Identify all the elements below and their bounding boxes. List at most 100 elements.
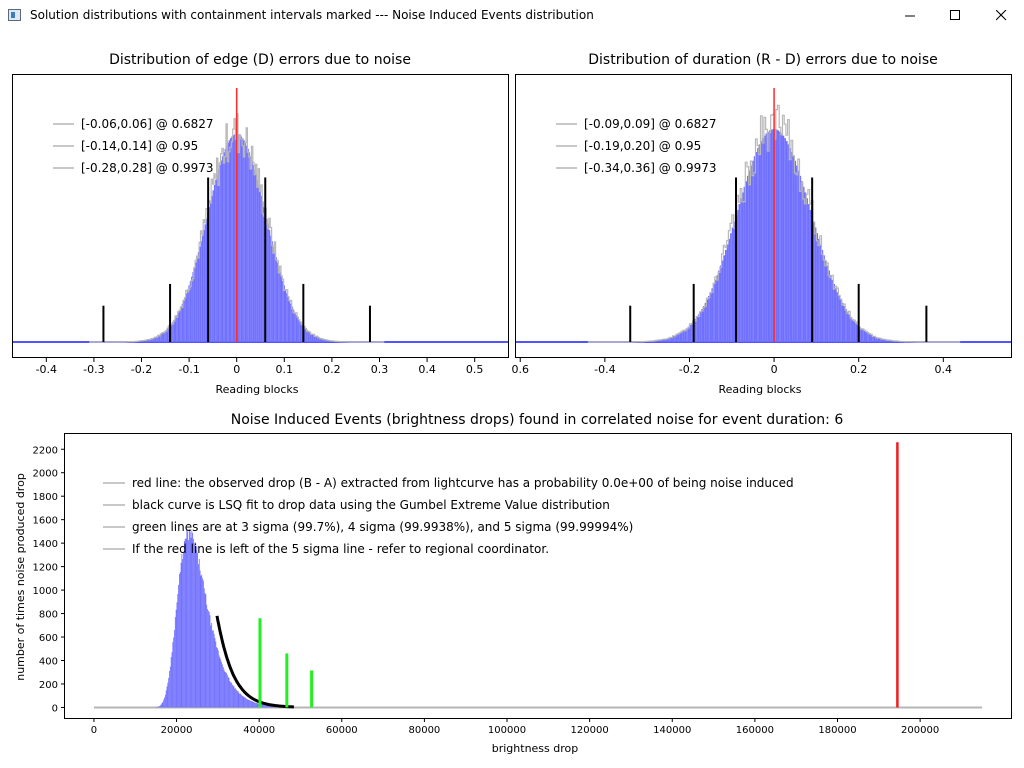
events-hist-bar <box>187 531 189 708</box>
duration-x-axis-label: Reading blocks <box>718 383 801 396</box>
events-hist-bar <box>164 694 166 708</box>
edge-hist-bar <box>189 281 192 342</box>
events-hist-bar <box>224 671 226 708</box>
dur-hist-bar <box>741 192 744 342</box>
window-titlebar[interactable]: Solution distributions with containment … <box>0 0 1024 31</box>
edge-hist-bar <box>278 267 280 342</box>
events-hist-bar <box>250 700 251 708</box>
edge-hist-bar <box>166 328 169 342</box>
events-legend-entry-2: black curve is LSQ fit to drop data usin… <box>132 498 610 512</box>
edge-hist-bar <box>197 252 200 342</box>
edge-hist-bar <box>244 142 247 342</box>
edge-hist-bar <box>165 329 167 342</box>
dur-hist-bar <box>836 292 839 342</box>
close-button[interactable] <box>978 0 1024 31</box>
events-hist-bar <box>236 689 237 708</box>
events-hist-bar <box>214 638 216 708</box>
edge-x-axis-label: Reading blocks <box>215 383 298 396</box>
edge-hist-bar <box>276 262 279 342</box>
edge-hist-bar <box>183 300 185 342</box>
edge-hist-bar <box>319 338 322 342</box>
dur-hist-bar <box>748 170 751 342</box>
edge-hist-bar <box>180 306 182 342</box>
edge-hist-bar <box>271 241 273 342</box>
dur-hist-bar <box>699 311 702 342</box>
dur-hist-bar <box>709 292 712 342</box>
dur-hist-bar <box>855 323 857 342</box>
edge-x-axis: -0.4 -0.3 -0.2 -0.1 0 0.1 0.2 0.3 0.4 0.5 <box>36 358 483 376</box>
events-x-tick-label: 120000 <box>571 725 609 736</box>
events-hist-bar <box>249 700 251 708</box>
dur-hist-bar <box>689 325 692 342</box>
edge-hist-bar <box>209 201 212 342</box>
dur-hist-bar <box>862 329 864 342</box>
events-hist-bar <box>226 673 227 708</box>
edge-hist-bar <box>192 272 194 342</box>
events-hist-bar <box>255 702 256 708</box>
edge-x-tick-label: 0.1 <box>276 363 294 376</box>
events-fit-curve <box>215 615 294 709</box>
dur-hist-bar <box>873 336 876 342</box>
dur-hist-bar <box>752 160 754 342</box>
edge-hist-bar <box>303 327 306 342</box>
events-hist-bar <box>168 677 170 708</box>
events-hist-bar <box>245 697 246 708</box>
edge-hist-bar <box>170 323 173 342</box>
events-y-axis-label: number of times noise produced drop <box>14 473 27 681</box>
edge-hist-bar <box>199 246 201 342</box>
events-hist-bar <box>206 604 208 708</box>
edge-hist-bar <box>254 169 256 342</box>
events-hist-bar <box>165 690 167 708</box>
minimize-button[interactable] <box>887 0 933 31</box>
events-x-tick-label: 200000 <box>901 725 939 736</box>
events-hist-bar <box>254 702 256 708</box>
edge-hist-bar <box>239 135 241 342</box>
events-hist-bar <box>173 637 175 708</box>
dur-hist-bar <box>696 316 698 342</box>
dur-hist-bar <box>657 340 659 342</box>
events-hist-bar <box>175 609 177 708</box>
edge-hist-bar <box>240 136 243 342</box>
dur-hist-bar <box>780 133 783 342</box>
dur-hist-bar <box>726 244 729 342</box>
events-hist-bar <box>223 669 225 708</box>
edge-hist-bar <box>161 333 163 342</box>
edge-hist-bar <box>246 145 248 342</box>
dur-hist-bar <box>824 260 827 342</box>
events-hist-bar <box>216 647 218 708</box>
events-hist-bar <box>200 575 202 708</box>
events-hist-bar <box>271 705 273 708</box>
edge-hist-bar <box>195 262 197 342</box>
dur-hist-bar <box>831 279 834 342</box>
edge-hist-bar <box>227 142 229 342</box>
events-hist-bar <box>230 682 232 708</box>
dur-hist-bar <box>863 330 866 342</box>
events-hist-bar <box>158 706 160 708</box>
edge-hist-bar <box>284 289 287 342</box>
edge-hist-bar <box>157 335 159 342</box>
events-hist-bar <box>253 702 255 708</box>
dur-hist-bar <box>758 144 761 342</box>
maximize-button[interactable] <box>932 0 978 31</box>
events-hist-bar <box>213 633 215 708</box>
dur-hist-bar <box>826 265 829 342</box>
edge-hist-bar <box>321 338 323 342</box>
events-hist-bar <box>202 578 203 708</box>
dur-hist-bar <box>840 299 842 342</box>
events-hist-bar <box>268 705 270 708</box>
edge-hist-bar <box>224 148 226 342</box>
events-hist-bar <box>217 650 219 708</box>
edge-hist-bar <box>145 340 147 342</box>
dur-hist-bar <box>779 131 781 342</box>
edge-hist-bar <box>187 289 189 342</box>
dur-hist-bar <box>760 141 763 342</box>
dur-hist-bar <box>860 328 863 342</box>
events-hist-bar <box>262 704 264 708</box>
dur-hist-bar <box>835 288 837 342</box>
events-x-tick-label: 160000 <box>736 725 774 736</box>
events-hist-bar <box>269 705 270 708</box>
events-hist-bar <box>179 573 180 708</box>
edge-hist-bar <box>216 174 218 342</box>
events-hist-bar <box>217 648 218 708</box>
edge-hist-bar <box>307 331 310 342</box>
